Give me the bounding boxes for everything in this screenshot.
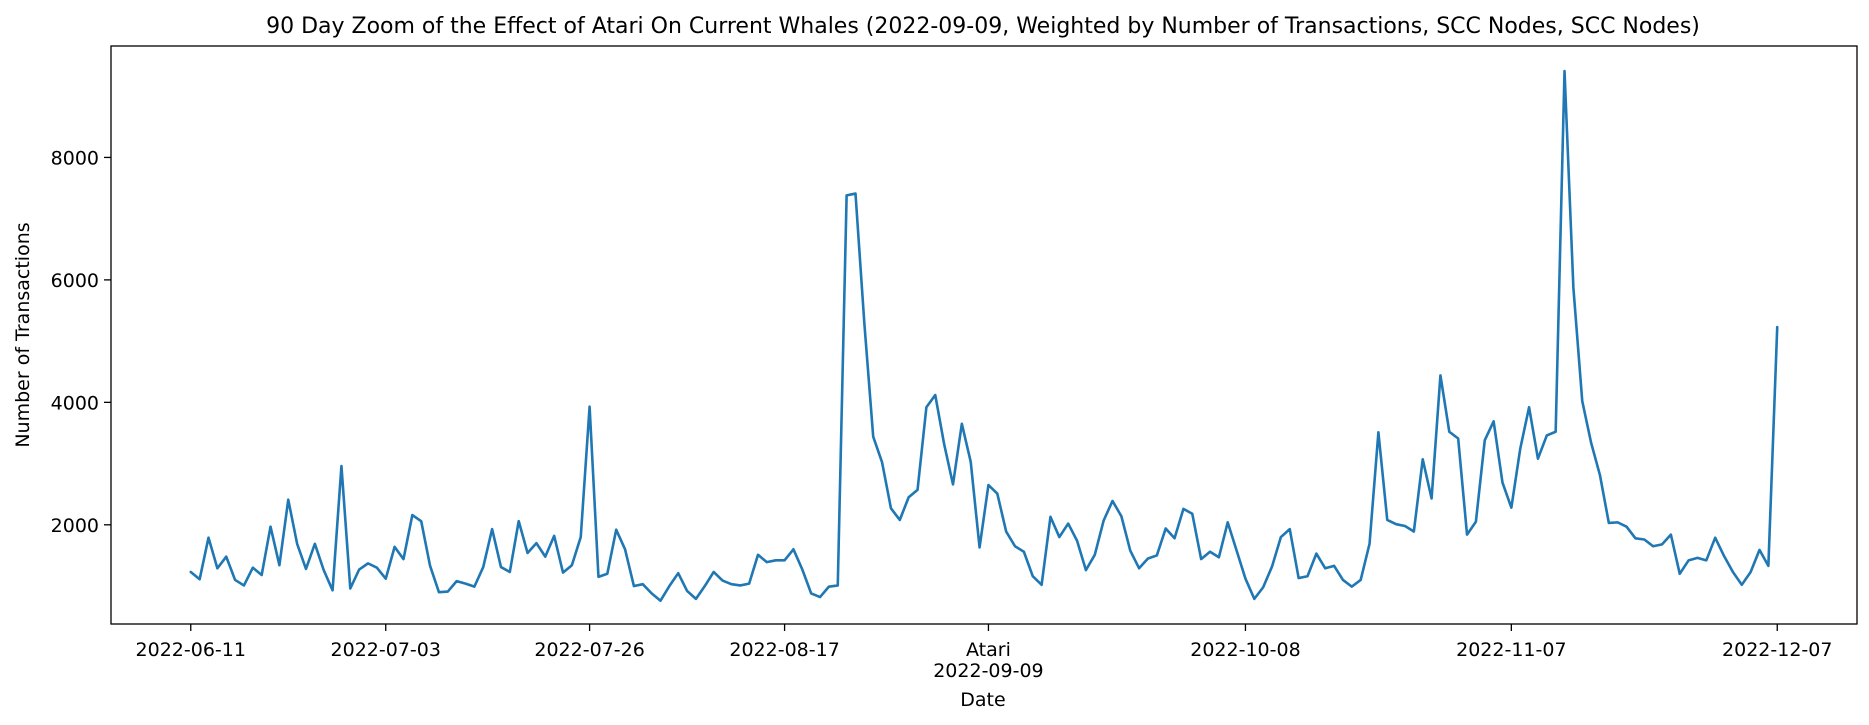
x-axis: 2022-06-11 2022-07-03 2022-07-26 2022-08-17… (136, 624, 1832, 682)
x-tick-label: 2022-07-03 (331, 639, 441, 661)
plot-area (110, 45, 1858, 625)
event-label: Atari (966, 639, 1011, 661)
y-tick-label: 2000 (51, 515, 99, 537)
x-tick-label: 2022-10-08 (1190, 639, 1300, 661)
x-tick-label: 2022-09-09 (933, 660, 1043, 682)
y-tick-label: 8000 (51, 147, 99, 169)
plot-frame (110, 45, 1858, 625)
series-line (189, 69, 1779, 603)
x-tick-label: 2022-06-11 (136, 639, 246, 661)
x-tick-label: 2022-08-17 (729, 639, 839, 661)
x-tick-label: 2022-12-07 (1722, 639, 1832, 661)
y-tick-label: 4000 (51, 392, 99, 414)
x-tick-label: 2022-11-07 (1456, 639, 1566, 661)
chart-title: 90 Day Zoom of the Effect of Atari On Cu… (266, 14, 1700, 39)
y-axis-label: Number of Transactions (12, 222, 34, 447)
y-axis: 2000 4000 6000 8000 (51, 147, 111, 537)
x-tick-label: 2022-07-26 (534, 639, 644, 661)
y-tick-label: 6000 (51, 270, 99, 292)
x-axis-label: Date (960, 689, 1005, 711)
